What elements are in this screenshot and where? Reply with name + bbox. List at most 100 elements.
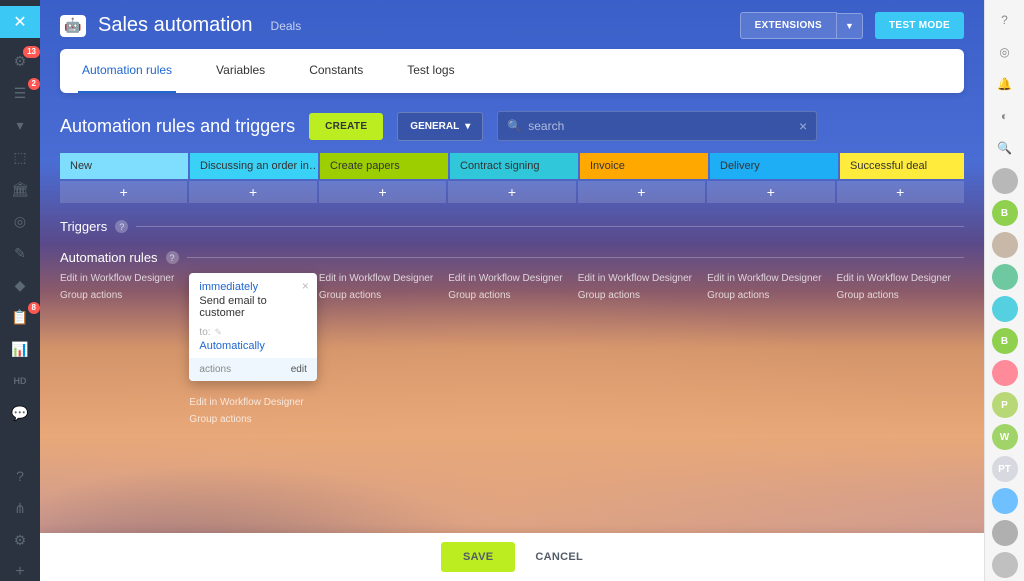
nav-robot-icon[interactable]: ⬚ bbox=[8, 148, 32, 166]
rules-column: Edit in Workflow Designer Group actions bbox=[319, 273, 446, 425]
add-rule-button[interactable]: + bbox=[60, 181, 187, 203]
section-heading: Automation rules and triggers bbox=[60, 116, 295, 137]
add-rule-button[interactable]: + bbox=[837, 181, 964, 203]
nav-target-icon[interactable]: ◎ bbox=[8, 212, 32, 230]
add-rule-button[interactable]: + bbox=[707, 181, 834, 203]
tab-variables[interactable]: Variables bbox=[212, 49, 269, 93]
search-input[interactable] bbox=[497, 111, 817, 141]
tab-automation-rules[interactable]: Automation rules bbox=[78, 49, 176, 93]
extensions-button[interactable]: EXTENSIONS bbox=[740, 12, 837, 39]
crm-badge: 13 bbox=[23, 46, 40, 58]
user-avatar[interactable] bbox=[992, 168, 1018, 194]
stage-item[interactable]: Successful deal bbox=[840, 153, 964, 179]
group-actions-link[interactable]: Group actions bbox=[837, 290, 964, 301]
rules-column: Edit in Workflow Designer Group actions bbox=[578, 273, 705, 425]
stage-item[interactable]: New bbox=[60, 153, 188, 179]
rule-name: Send email to customer bbox=[199, 295, 306, 319]
user-avatar[interactable]: PT bbox=[992, 456, 1018, 482]
rule-actions-link[interactable]: actions bbox=[199, 364, 231, 375]
edit-workflow-link[interactable]: Edit in Workflow Designer bbox=[448, 273, 575, 284]
activity-icon[interactable]: ◎ bbox=[993, 40, 1017, 64]
user-avatar[interactable] bbox=[992, 296, 1018, 322]
user-avatar[interactable] bbox=[992, 360, 1018, 386]
add-rule-button[interactable]: + bbox=[319, 181, 446, 203]
nav-add-icon[interactable]: + bbox=[8, 563, 32, 581]
create-button[interactable]: CREATE bbox=[309, 113, 383, 140]
tab-test-logs[interactable]: Test logs bbox=[403, 49, 458, 93]
add-rule-button[interactable]: + bbox=[578, 181, 705, 203]
nav-sitemap-icon[interactable]: ⋔ bbox=[8, 499, 32, 517]
triggers-section: Triggers ? bbox=[40, 203, 984, 234]
stage-item[interactable]: Contract signing bbox=[450, 153, 578, 179]
rule-to-label: to: ✎ bbox=[199, 327, 306, 338]
clear-search-icon[interactable]: × bbox=[799, 118, 807, 134]
nav-help-icon[interactable]: ? bbox=[8, 467, 32, 485]
help-icon[interactable]: ? bbox=[993, 8, 1017, 32]
rule-edit-link[interactable]: edit bbox=[291, 364, 307, 375]
nav-tasks-icon[interactable]: ☰2 bbox=[8, 84, 32, 102]
nav-box-icon[interactable]: ◆ bbox=[8, 276, 32, 294]
rule-card: immediately × Send email to customer to:… bbox=[189, 273, 316, 381]
header: 🤖 Sales automation Deals EXTENSIONS ▼ TE… bbox=[40, 0, 984, 49]
nav-reports-icon[interactable]: 📋8 bbox=[8, 308, 32, 326]
search-right-icon[interactable]: 🔍 bbox=[993, 136, 1017, 160]
user-avatar[interactable] bbox=[992, 264, 1018, 290]
group-actions-link[interactable]: Group actions bbox=[60, 290, 187, 301]
add-rule-button[interactable]: + bbox=[189, 181, 316, 203]
rule-trigger[interactable]: immediately bbox=[199, 281, 306, 293]
edit-workflow-link[interactable]: Edit in Workflow Designer bbox=[837, 273, 964, 284]
nav-chat-icon[interactable]: 💬 bbox=[8, 404, 32, 422]
user-avatar[interactable]: B bbox=[992, 328, 1018, 354]
edit-workflow-link[interactable]: Edit in Workflow Designer bbox=[319, 273, 446, 284]
group-actions-link[interactable]: Group actions bbox=[707, 290, 834, 301]
stage-item[interactable]: Invoice bbox=[580, 153, 708, 179]
cancel-button[interactable]: CANCEL bbox=[535, 551, 583, 563]
pencil-icon[interactable]: ✎ bbox=[215, 327, 223, 338]
edit-workflow-link[interactable]: Edit in Workflow Designer bbox=[60, 273, 187, 284]
user-avatar[interactable] bbox=[992, 552, 1018, 578]
nav-filter-icon[interactable]: ▾ bbox=[8, 116, 32, 134]
divider bbox=[136, 226, 964, 227]
rules-section: Automation rules ? bbox=[40, 234, 984, 265]
close-icon[interactable]: × bbox=[302, 279, 309, 293]
close-panel-button[interactable]: ✕ bbox=[0, 6, 40, 38]
group-actions-link[interactable]: Group actions bbox=[189, 414, 316, 425]
nav-bank-icon[interactable]: 🏛 bbox=[8, 180, 32, 198]
user-avatar[interactable]: P bbox=[992, 392, 1018, 418]
nav-hd-icon[interactable]: HD bbox=[8, 372, 32, 390]
group-actions-link[interactable]: Group actions bbox=[578, 290, 705, 301]
user-avatar[interactable]: W bbox=[992, 424, 1018, 450]
user-avatar[interactable] bbox=[992, 488, 1018, 514]
stages-row: NewDiscussing an order in…Create papersC… bbox=[40, 153, 984, 179]
test-mode-button[interactable]: TEST MODE bbox=[875, 12, 964, 39]
notifications-icon[interactable]: 🔔 bbox=[993, 72, 1017, 96]
nav-crm-icon[interactable]: ⚙13 bbox=[8, 52, 32, 70]
stage-item[interactable]: Delivery bbox=[710, 153, 838, 179]
nav-edit-icon[interactable]: ✎ bbox=[8, 244, 32, 262]
group-actions-link[interactable]: Group actions bbox=[448, 290, 575, 301]
user-avatar[interactable] bbox=[992, 520, 1018, 546]
general-filter-button[interactable]: GENERAL▾ bbox=[397, 112, 483, 141]
stage-item[interactable]: Create papers bbox=[320, 153, 448, 179]
triggers-title: Triggers bbox=[60, 219, 107, 234]
chat-icon[interactable]: ◐ bbox=[993, 104, 1017, 128]
extensions-dropdown[interactable]: ▼ bbox=[837, 13, 863, 39]
stage-item[interactable]: Discussing an order in… bbox=[190, 153, 318, 179]
edit-workflow-link[interactable]: Edit in Workflow Designer bbox=[707, 273, 834, 284]
info-icon[interactable]: ? bbox=[115, 220, 128, 233]
group-actions-link[interactable]: Group actions bbox=[319, 290, 446, 301]
rules-title: Automation rules bbox=[60, 250, 158, 265]
page-title: Sales automation bbox=[98, 14, 253, 37]
tasks-badge: 2 bbox=[28, 78, 40, 90]
nav-settings-icon[interactable]: ⚙ bbox=[8, 531, 32, 549]
user-avatar[interactable]: B bbox=[992, 200, 1018, 226]
save-button[interactable]: SAVE bbox=[441, 542, 515, 572]
edit-workflow-link[interactable]: Edit in Workflow Designer bbox=[578, 273, 705, 284]
info-icon[interactable]: ? bbox=[166, 251, 179, 264]
rule-to-value[interactable]: Automatically bbox=[199, 340, 306, 352]
add-rule-button[interactable]: + bbox=[448, 181, 575, 203]
nav-chart-icon[interactable]: 📊 bbox=[8, 340, 32, 358]
user-avatar[interactable] bbox=[992, 232, 1018, 258]
tab-constants[interactable]: Constants bbox=[305, 49, 367, 93]
edit-workflow-link[interactable]: Edit in Workflow Designer bbox=[189, 397, 316, 408]
